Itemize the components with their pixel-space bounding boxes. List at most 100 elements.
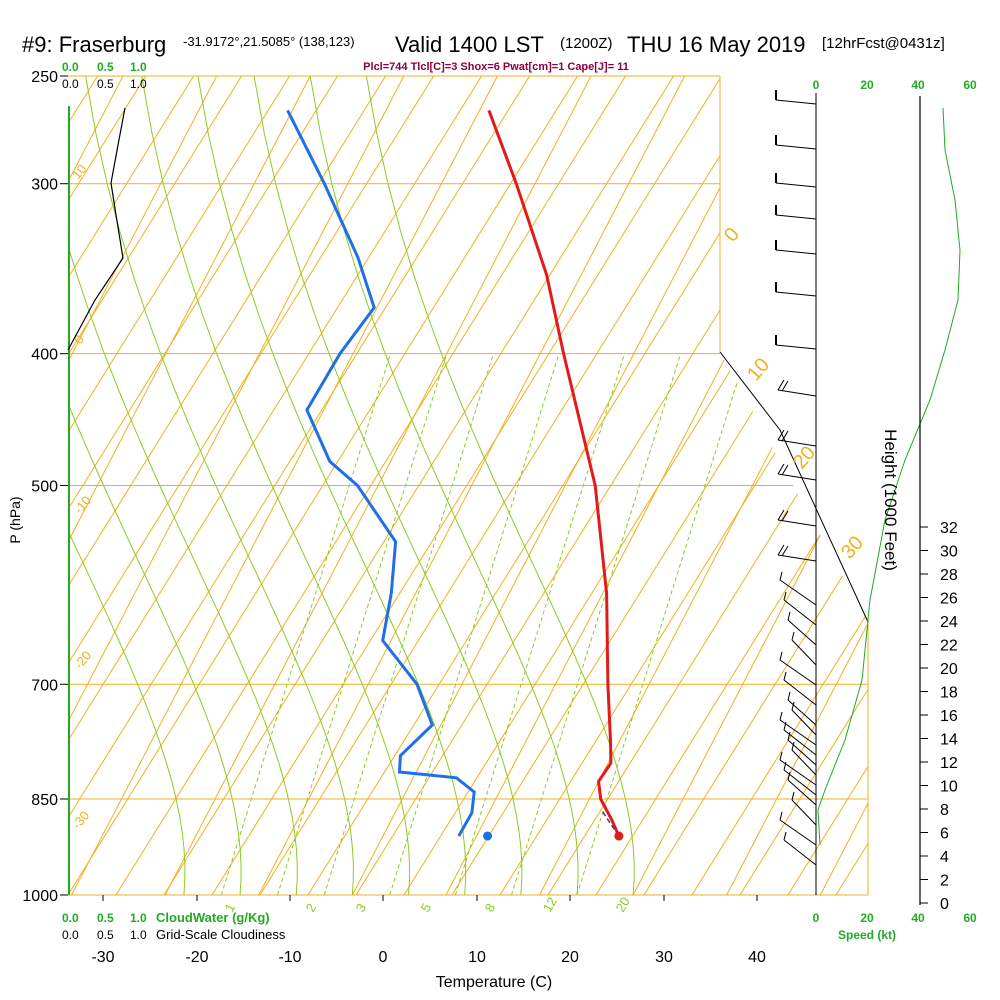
dry-adiabat xyxy=(68,76,579,895)
height-axis-title: Height (1000 Feet) xyxy=(881,429,900,571)
dry-adiabat xyxy=(68,76,243,356)
axes: -30 -20 -10 0 10 20 30 402503004005007008501000… xyxy=(22,60,977,966)
wind-barb xyxy=(779,711,817,746)
isotherm-label: -10 xyxy=(71,493,95,517)
isotherm-60 xyxy=(914,76,1000,895)
wind-speed-line xyxy=(817,107,961,846)
wind-barb xyxy=(775,282,817,297)
height-tick-label: 8 xyxy=(940,802,949,819)
moist-adiabat xyxy=(309,76,579,895)
wind-barb xyxy=(777,509,817,527)
boundary-line xyxy=(719,351,869,623)
wind-barb xyxy=(777,463,817,481)
right-panel-bg xyxy=(720,76,868,622)
cloudiness-label: Grid-Scale Cloudiness xyxy=(156,927,286,942)
wind-barb xyxy=(783,591,817,626)
mixing-ratio-line xyxy=(510,353,682,895)
mixing-ratio-line xyxy=(276,353,448,895)
isotherm-label: 10 xyxy=(69,161,90,182)
station-title: #9: Fraserburg xyxy=(22,32,166,57)
cloudiness-tick-bottom: 1.0 xyxy=(130,928,147,942)
cloud-tick-bottom: 1.0 xyxy=(130,911,147,925)
dry-adiabat xyxy=(68,76,339,511)
height-tick-label: 24 xyxy=(940,614,958,631)
speed-tick-top: 40 xyxy=(911,78,925,92)
wind-barb xyxy=(775,205,817,220)
wind-barb xyxy=(775,90,817,105)
moist-adiabat xyxy=(68,529,186,895)
speed-tick-bottom: 40 xyxy=(911,911,925,925)
sounding-params: Plcl=744 Tlcl[C]=3 Shox=6 Pwat[cm]=1 Cap… xyxy=(363,61,629,73)
dewpoint-line xyxy=(286,109,476,837)
wind-barb xyxy=(791,791,817,826)
speed-label: Speed (kt) xyxy=(838,928,896,942)
x-tick-label: 0 xyxy=(379,949,388,966)
wind-barb xyxy=(791,741,817,776)
height-tick-label: 14 xyxy=(940,732,958,749)
wind-barb xyxy=(783,671,817,706)
height-tick-label: 28 xyxy=(940,567,958,584)
wind-barb xyxy=(775,335,817,350)
wind-barb xyxy=(787,691,817,726)
mixing-ratio-label: 12 xyxy=(540,894,560,914)
dry-adiabat xyxy=(0,0,100,895)
wind-barb xyxy=(777,379,817,397)
wind-barb xyxy=(787,731,817,766)
dry-adiabat xyxy=(163,76,675,895)
cloudiness-line xyxy=(67,107,126,351)
y-tick-label: 400 xyxy=(31,347,58,364)
height-tick-label: 12 xyxy=(940,755,958,772)
wind-barb xyxy=(777,544,817,562)
cloudiness-tick-bottom: 0.5 xyxy=(97,928,114,942)
height-tick-label: 32 xyxy=(940,520,958,537)
moist-adiabat xyxy=(197,76,467,895)
moist-adiabat xyxy=(85,76,354,895)
wind-barb xyxy=(775,173,817,188)
surface-temperature-dot xyxy=(614,831,624,841)
mixing-ratio-line xyxy=(323,353,494,895)
isotherm--80 xyxy=(0,76,29,895)
moist-adiabat xyxy=(68,243,298,895)
wind-barb xyxy=(779,651,817,686)
cloudiness-tick-top: 1.0 xyxy=(130,77,147,91)
parcel-line xyxy=(600,808,620,837)
height-tick-label: 16 xyxy=(940,708,958,725)
dry-adiabat xyxy=(0,0,52,895)
dry-adiabat xyxy=(68,76,435,665)
wind-barb xyxy=(787,611,817,646)
y-tick-label: 300 xyxy=(31,177,58,194)
wind-barb xyxy=(775,240,817,255)
cloudwater-label: CloudWater (g/Kg) xyxy=(156,910,270,925)
dry-adiabat xyxy=(595,456,868,895)
dry-adiabat xyxy=(643,534,868,895)
cloud-tick-top: 0.0 xyxy=(62,60,79,74)
wind-barb xyxy=(791,701,817,736)
cloudiness-tick-top: 0.0 xyxy=(62,77,79,91)
height-tick-label: 6 xyxy=(940,826,949,843)
moist-adiabat xyxy=(253,76,523,895)
wind-barb xyxy=(787,771,817,806)
dry-adiabat xyxy=(980,0,1000,895)
station-coords: -31.9172°,21.5085° (138,123) xyxy=(183,34,355,49)
height-tick-label: 30 xyxy=(940,544,958,561)
x-tick-label: 10 xyxy=(468,949,486,966)
isotherm-label: -20 xyxy=(71,648,95,672)
wind-barb xyxy=(775,135,817,150)
wind-barb xyxy=(777,429,817,447)
dry-adiabat xyxy=(403,148,868,895)
wind-barb xyxy=(779,571,817,606)
mixing-ratio-label: 2 xyxy=(303,901,320,915)
wind-barb xyxy=(791,631,817,666)
dry-adiabat xyxy=(68,76,147,202)
x-tick-label: 20 xyxy=(561,949,579,966)
dry-adiabat xyxy=(115,76,627,895)
wind-barb xyxy=(779,751,817,786)
speed-tick-top: 20 xyxy=(860,78,874,92)
zulu-time: (1200Z) xyxy=(560,35,613,52)
wind-barb xyxy=(779,811,817,846)
mixing-ratio-line xyxy=(389,353,560,895)
dry-adiabat xyxy=(68,76,531,819)
dry-adiabat xyxy=(451,225,868,895)
height-tick-label: 18 xyxy=(940,685,958,702)
